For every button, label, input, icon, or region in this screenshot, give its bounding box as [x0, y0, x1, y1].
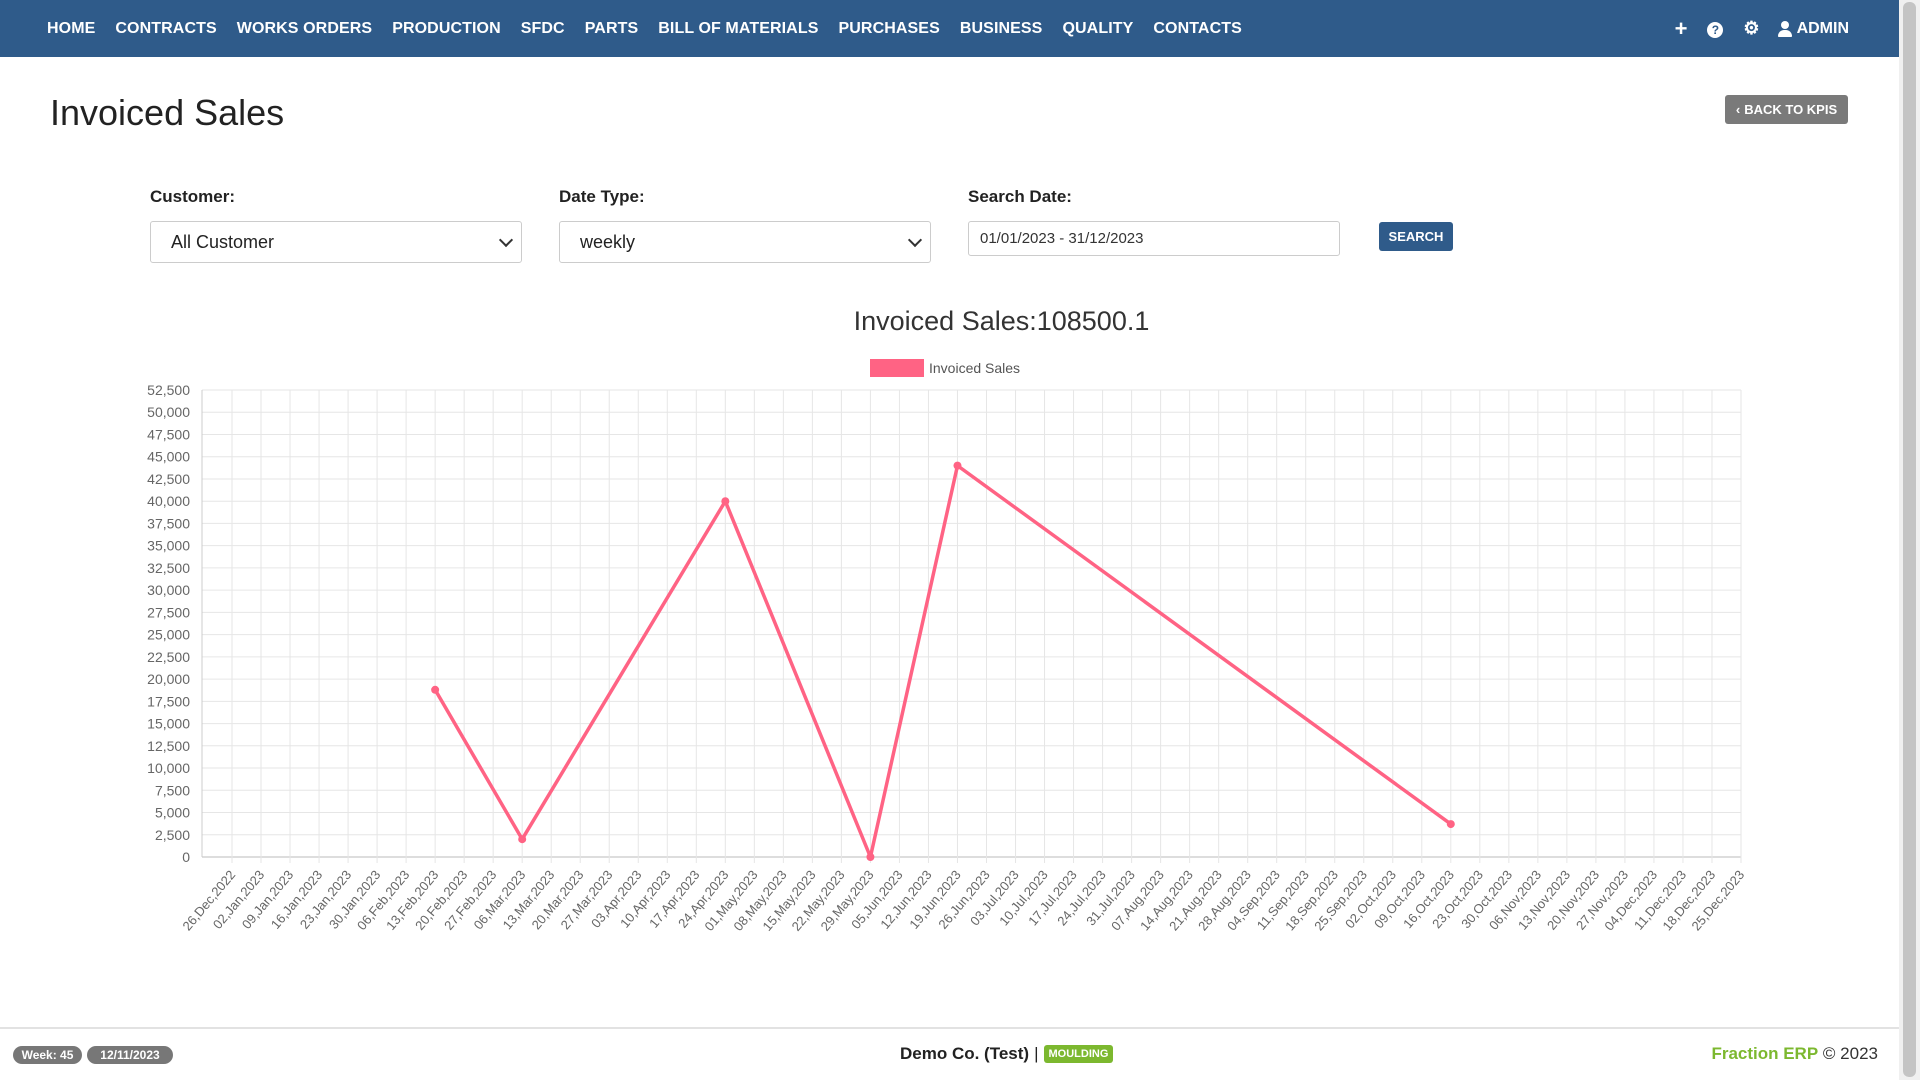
y-tick-label: 47,500: [147, 426, 190, 442]
y-tick-label: 37,500: [147, 515, 190, 531]
y-tick-label: 20,000: [147, 671, 190, 687]
data-point: [431, 685, 440, 694]
y-tick-label: 0: [182, 849, 190, 865]
data-point: [953, 461, 962, 470]
gear-icon[interactable]: ⚙: [1743, 18, 1760, 38]
y-tick-label: 22,500: [147, 649, 190, 665]
nav-item-home[interactable]: HOME: [47, 19, 96, 37]
customer-select[interactable]: All Customer: [150, 221, 522, 263]
y-tick-label: 2,500: [155, 827, 190, 843]
navbar-actions: + ? ⚙ ADMIN: [1655, 0, 1849, 57]
search-button[interactable]: SEARCH: [1379, 222, 1453, 251]
nav-item-purchases[interactable]: PURCHASES: [838, 19, 940, 37]
data-point: [1446, 820, 1455, 829]
footer-company: Demo Co. (Test) | MOULDING: [900, 1044, 1114, 1064]
search-date-input[interactable]: 01/01/2023 - 31/12/2023: [968, 221, 1340, 256]
question-circle-icon[interactable]: ?: [1707, 18, 1724, 39]
nav-item-contacts[interactable]: CONTACTS: [1153, 19, 1242, 37]
nav-item-works-orders[interactable]: WORKS ORDERS: [236, 19, 373, 37]
y-tick-label: 50,000: [147, 404, 190, 420]
page-title: Invoiced Sales: [50, 92, 285, 133]
y-tick-label: 5,000: [155, 805, 190, 821]
y-tick-label: 25,000: [147, 627, 190, 643]
data-point: [721, 497, 730, 506]
footer-separator: |: [1034, 1044, 1039, 1063]
user-icon: [1777, 20, 1792, 37]
nav-item-quality[interactable]: QUALITY: [1062, 19, 1134, 37]
y-tick-label: 12,500: [147, 738, 190, 754]
chevron-down-icon: [498, 232, 514, 248]
back-to-kpis-button[interactable]: ‹ BACK TO KPIS: [1725, 95, 1848, 124]
y-tick-label: 52,500: [147, 382, 190, 398]
date-type-label: Date Type:: [559, 187, 645, 206]
nav-item-sfdc[interactable]: SFDC: [520, 19, 565, 37]
date-type-select[interactable]: weekly: [559, 221, 931, 263]
user-label: ADMIN: [1796, 19, 1849, 37]
chevron-left-icon: ‹: [1735, 102, 1741, 117]
date-type-select-value: weekly: [580, 231, 636, 252]
nav-item-parts[interactable]: PARTS: [584, 19, 639, 37]
nav-item-business[interactable]: BUSINESS: [959, 19, 1043, 37]
data-point: [866, 853, 875, 861]
chevron-down-icon: [907, 232, 923, 248]
user-menu[interactable]: ADMIN: [1777, 19, 1849, 38]
y-tick-label: 10,000: [147, 760, 190, 776]
module-badge: MOULDING: [1043, 1045, 1114, 1063]
date-badge: 12/11/2023: [87, 1046, 173, 1064]
footer-brand: Fraction ERP © 2023: [1711, 1044, 1878, 1064]
data-point: [518, 835, 527, 844]
main-menu: HOME CONTRACTS WORKS ORDERS PRODUCTION SFDC P…: [47, 20, 1262, 38]
search-date-label: Search Date:: [968, 187, 1072, 206]
company-name: Demo Co. (Test): [900, 1044, 1030, 1063]
plus-icon[interactable]: +: [1674, 15, 1688, 41]
y-tick-label: 30,000: [147, 582, 190, 598]
brand-name[interactable]: Fraction ERP: [1711, 1044, 1819, 1063]
chart-title: Invoiced Sales:108500.1: [854, 306, 1150, 336]
y-tick-label: 32,500: [147, 560, 190, 576]
legend-swatch: [870, 359, 924, 377]
footer-divider: [0, 1027, 1899, 1029]
back-button-label: BACK TO KPIS: [1744, 102, 1838, 117]
series-line: [433, 463, 1452, 859]
nav-item-production[interactable]: PRODUCTION: [392, 19, 501, 37]
y-tick-label: 27,500: [147, 604, 190, 620]
y-tick-label: 17,500: [147, 693, 190, 709]
copyright: © 2023: [1822, 1044, 1878, 1063]
nav-item-bill-of-materials[interactable]: BILL OF MATERIALS: [658, 19, 819, 37]
nav-item-contracts[interactable]: CONTRACTS: [115, 19, 217, 37]
y-tick-label: 15,000: [147, 716, 190, 732]
invoiced-sales-chart: Invoiced Sales:108500.1 Invoiced Sales 0 2,…: [147, 306, 1747, 934]
scrollbar-thumb[interactable]: [1903, 2, 1916, 1077]
y-tick-label: 7,500: [155, 782, 190, 798]
search-date-value: 01/01/2023 - 31/12/2023: [980, 230, 1144, 247]
y-tick-label: 42,500: [147, 471, 190, 487]
y-tick-label: 45,000: [147, 449, 190, 465]
week-badge: Week: 45: [13, 1046, 82, 1064]
legend-label: Invoiced Sales: [929, 360, 1020, 376]
y-tick-label: 40,000: [147, 493, 190, 509]
y-tick-label: 35,000: [147, 538, 190, 554]
customer-select-value: All Customer: [171, 231, 275, 252]
customer-label: Customer:: [150, 187, 236, 206]
top-navbar: HOME CONTRACTS WORKS ORDERS PRODUCTION SFDC P…: [0, 0, 1899, 57]
